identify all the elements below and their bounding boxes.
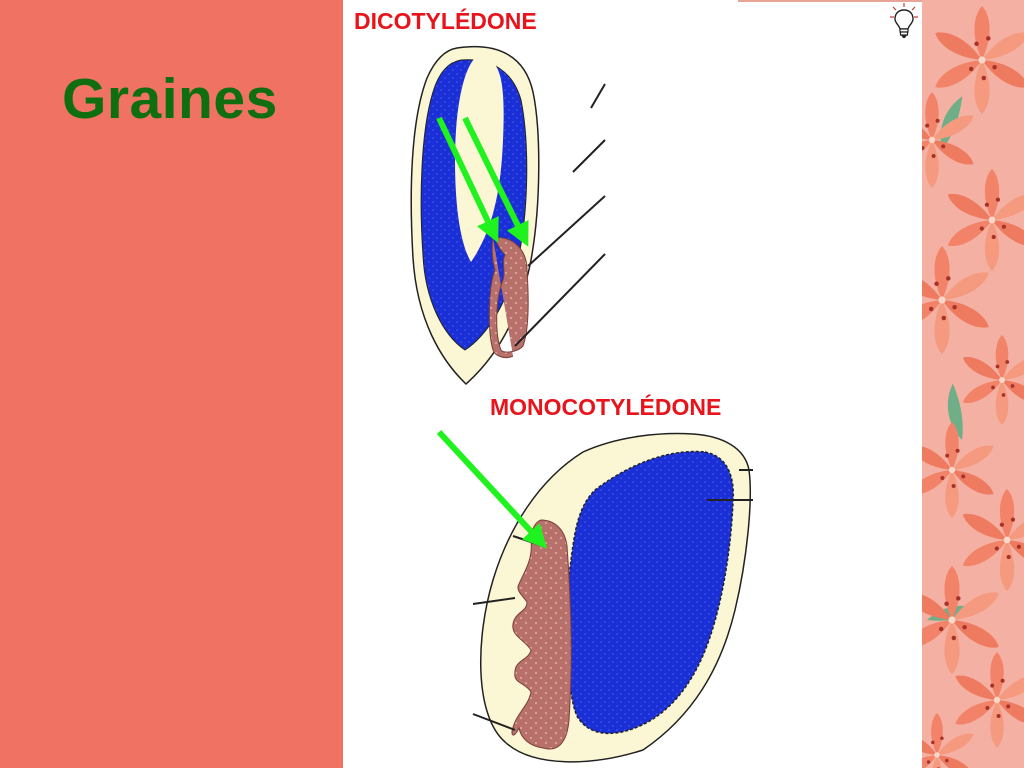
dicot-label-line-2 — [572, 139, 606, 173]
dicot-embryo — [488, 237, 529, 359]
dicot-label-line-3 — [527, 195, 606, 267]
monocot-seed — [436, 429, 753, 763]
monocot-label-line-4 — [472, 597, 516, 605]
monocot-label-line-5 — [472, 713, 516, 731]
lily-decoration-strip — [922, 0, 1024, 768]
dicot-seed — [410, 45, 606, 386]
monocot-arrow — [436, 429, 548, 549]
left-panel — [0, 0, 343, 768]
dicot-cotyledon-gap — [455, 56, 504, 263]
monocot-endosperm — [566, 450, 735, 735]
monocot-embryo — [511, 519, 572, 750]
slide-title: Graines — [62, 67, 278, 131]
dicot-arrow-2 — [462, 116, 529, 247]
dicot-label-line-1 — [590, 83, 606, 109]
dicot-label-line-4 — [514, 253, 606, 347]
lightbulb-icon[interactable] — [888, 2, 920, 40]
dicot-arrow-1 — [436, 116, 499, 243]
monocot-label: MONOCOTYLÉDONE — [490, 394, 722, 420]
seed-diagram — [410, 45, 753, 763]
lily-flower-pattern — [922, 0, 1024, 768]
dicot-label: DICOTYLÉDONE — [354, 8, 537, 34]
top-decoration-line — [738, 0, 922, 2]
